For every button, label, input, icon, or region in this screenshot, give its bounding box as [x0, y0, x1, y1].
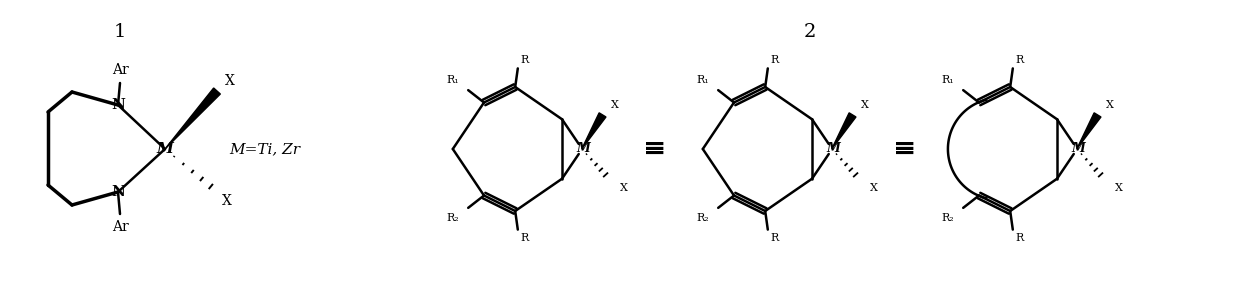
Polygon shape: [1077, 113, 1101, 149]
Text: N: N: [111, 185, 125, 199]
Text: ≡: ≡: [644, 135, 666, 162]
Text: X: X: [620, 183, 629, 193]
Text: M: M: [827, 143, 841, 156]
Text: X: X: [1106, 100, 1113, 110]
Text: R₂: R₂: [447, 213, 459, 223]
Text: R₁: R₁: [447, 75, 459, 85]
Text: M: M: [1072, 143, 1086, 156]
Text: R₂: R₂: [697, 213, 709, 223]
Text: X: X: [610, 100, 619, 110]
Text: R: R: [771, 233, 779, 243]
Text: M: M: [577, 143, 591, 156]
Polygon shape: [165, 88, 220, 149]
Text: R: R: [521, 56, 529, 65]
Text: R: R: [1016, 56, 1024, 65]
Text: Ar: Ar: [111, 220, 129, 234]
Text: R₂: R₂: [942, 213, 954, 223]
Text: X: X: [860, 100, 869, 110]
Text: X: X: [222, 194, 232, 208]
Text: X: X: [870, 183, 878, 193]
Text: R: R: [1016, 233, 1024, 243]
Text: Ar: Ar: [111, 63, 129, 77]
Text: M: M: [156, 142, 173, 156]
Polygon shape: [832, 113, 855, 149]
Text: M=Ti, Zr: M=Ti, Zr: [229, 142, 301, 156]
Text: X: X: [1115, 183, 1123, 193]
Text: R₁: R₁: [697, 75, 709, 85]
Text: ≡: ≡: [894, 135, 916, 162]
Text: N: N: [111, 98, 125, 112]
Text: 1: 1: [114, 23, 126, 41]
Text: 2: 2: [803, 23, 816, 41]
Text: R: R: [771, 56, 779, 65]
Polygon shape: [582, 113, 605, 149]
Text: R₁: R₁: [942, 75, 954, 85]
Text: X: X: [225, 74, 235, 88]
Text: R: R: [521, 233, 529, 243]
